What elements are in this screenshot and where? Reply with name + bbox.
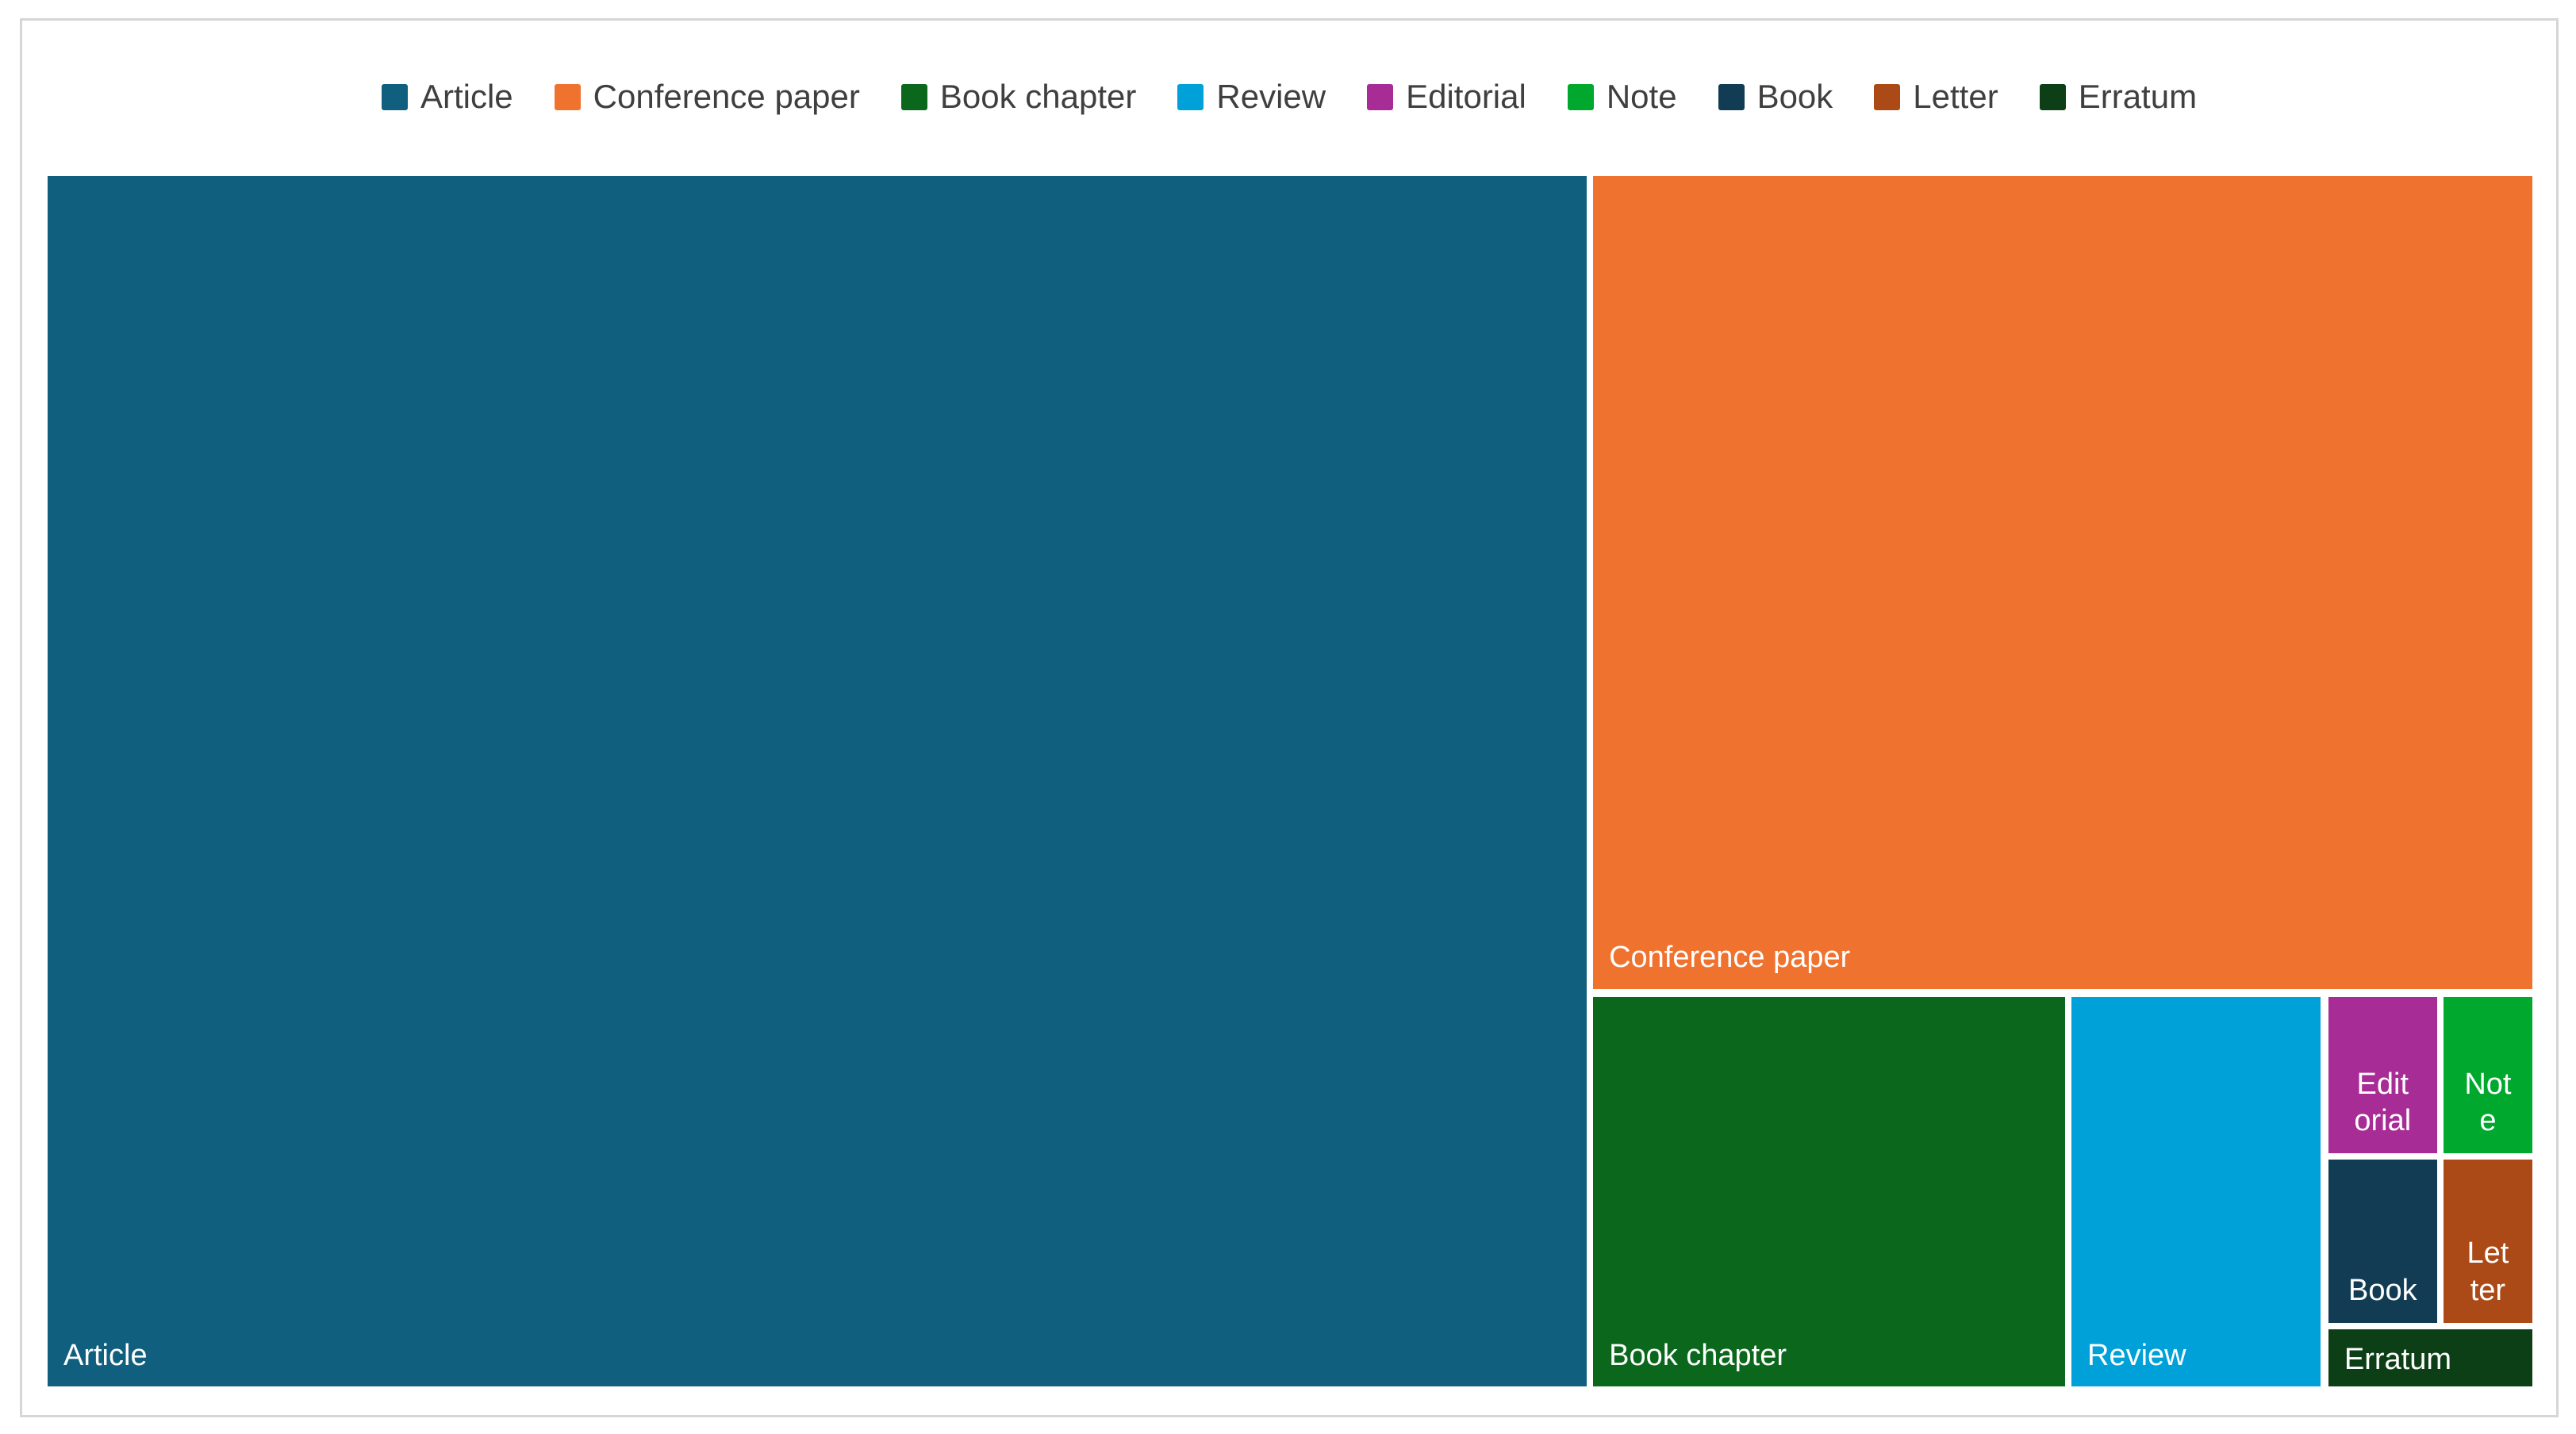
legend-swatch-icon — [1718, 83, 1745, 110]
tile-label-line: Edit — [2356, 1067, 2409, 1101]
tile-conference-paper[interactable]: Conference paper — [1593, 176, 2532, 989]
legend-label: Letter — [1913, 78, 1998, 115]
legend-label: Review — [1216, 78, 1326, 115]
legend-swatch-icon — [2039, 83, 2066, 110]
legend-item-book[interactable]: Book — [1718, 78, 1833, 116]
tile-label: Book chapter — [1609, 1338, 1787, 1372]
tile-label: Not e — [2444, 1066, 2532, 1154]
tile-label-line: Let — [2467, 1237, 2509, 1271]
legend-item-letter[interactable]: Letter — [1874, 78, 1998, 116]
legend-item-conference-paper[interactable]: Conference paper — [554, 78, 860, 116]
legend-label: Erratum — [2078, 78, 2198, 115]
tile-label: Conference paper — [1609, 941, 1851, 975]
tile-book[interactable]: Book — [2328, 1160, 2437, 1324]
tile-label-line: orial — [2354, 1104, 2412, 1138]
legend-label: Editorial — [1406, 78, 1526, 115]
legend-swatch-icon — [1567, 83, 1594, 110]
legend-label: Book — [1756, 78, 1833, 115]
tile-article[interactable]: Article — [48, 176, 1587, 1386]
tile-label: Article — [63, 1338, 148, 1372]
tile-editorial[interactable]: Edit orial — [2328, 996, 2437, 1154]
tile-label: Erratum — [2344, 1342, 2451, 1376]
legend-swatch-icon — [1177, 83, 1204, 110]
tile-label: Book — [2328, 1272, 2437, 1323]
legend-item-book-chapter[interactable]: Book chapter — [900, 78, 1137, 116]
tile-label-line: e — [2479, 1104, 2497, 1138]
legend-label: Article — [420, 78, 513, 115]
tile-label: Edit orial — [2328, 1066, 2437, 1154]
legend-label: Note — [1606, 78, 1677, 115]
tile-label-line: ter — [2470, 1273, 2506, 1307]
tile-erratum[interactable]: Erratum — [2328, 1329, 2532, 1386]
legend-swatch-icon — [1367, 83, 1394, 110]
legend-item-editorial[interactable]: Editorial — [1367, 78, 1526, 116]
tile-label: Let ter — [2444, 1235, 2532, 1323]
chart-card: Article Conference paper Book chapter Revie… — [20, 18, 2559, 1417]
tile-note[interactable]: Not e — [2443, 996, 2532, 1154]
legend-label: Conference paper — [593, 78, 860, 115]
legend-item-article[interactable]: Article — [381, 78, 513, 116]
legend-label: Book chapter — [939, 78, 1137, 115]
legend-item-erratum[interactable]: Erratum — [2039, 78, 2198, 116]
legend-item-review[interactable]: Review — [1177, 78, 1326, 116]
tile-letter[interactable]: Let ter — [2443, 1160, 2532, 1324]
legend-swatch-icon — [554, 83, 581, 110]
tile-label-line: Not — [2464, 1067, 2512, 1101]
legend-item-note[interactable]: Note — [1567, 78, 1677, 116]
tile-book-chapter[interactable]: Book chapter — [1593, 996, 2066, 1386]
treemap: Article Conference paper Book chapter Revie… — [48, 176, 2532, 1386]
legend: Article Conference paper Book chapter Revie… — [22, 78, 2556, 116]
legend-swatch-icon — [900, 83, 927, 110]
tile-label: Review — [2087, 1338, 2186, 1372]
legend-swatch-icon — [381, 83, 408, 110]
tile-review[interactable]: Review — [2071, 996, 2321, 1386]
tile-label-line: Book — [2348, 1273, 2417, 1307]
legend-swatch-icon — [1874, 83, 1901, 110]
